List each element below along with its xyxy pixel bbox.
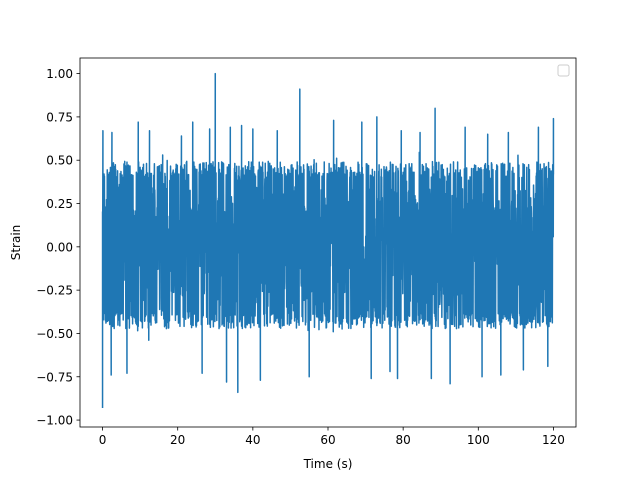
x-tick-label: 20	[170, 433, 185, 447]
y-tick-label: 0.75	[46, 110, 73, 124]
y-tick-label: 0.50	[46, 154, 73, 168]
y-axis: −1.00 −0.75 −0.50 −0.25 0.00 0.25 0.50 0.75 1.00	[36, 67, 80, 428]
x-tick-label: 40	[245, 433, 260, 447]
y-tick-label: −0.25	[36, 284, 73, 298]
x-tick-label: 100	[467, 433, 490, 447]
x-tick-label: 80	[396, 433, 411, 447]
x-tick-label: 60	[320, 433, 335, 447]
y-tick-label: 1.00	[46, 67, 73, 81]
x-axis-label: Time (s)	[303, 457, 353, 471]
y-tick-label: −0.50	[36, 327, 73, 341]
x-tick-label: 0	[99, 433, 107, 447]
y-tick-label: 0.25	[46, 197, 73, 211]
x-tick-label: 120	[542, 433, 565, 447]
legend-box[interactable]	[557, 64, 570, 77]
y-tick-label: −0.75	[36, 370, 73, 384]
y-axis-label: Strain	[9, 225, 23, 261]
y-tick-label: 0.00	[46, 240, 73, 254]
x-axis: 0 20 40 60 80 100 120	[99, 427, 565, 447]
strain-series-line	[101, 72, 555, 408]
y-tick-label: −1.00	[36, 414, 73, 428]
series-layer	[101, 72, 555, 408]
